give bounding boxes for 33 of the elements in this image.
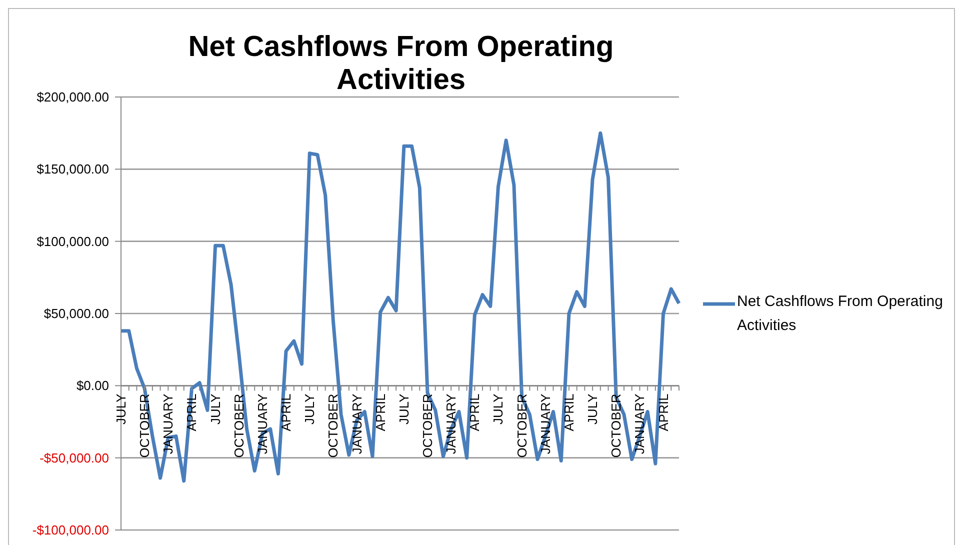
x-tick-label: JULY xyxy=(114,393,128,424)
y-tick-label: $150,000.00 xyxy=(36,162,109,177)
x-tick-label: OCTOBER xyxy=(137,394,152,458)
y-tick-label: -$50,000.00 xyxy=(40,450,109,466)
legend-label: Net Cashflows From Operating Activities xyxy=(737,292,944,336)
x-tick-label: JULY xyxy=(302,393,318,424)
x-tick-label: APRIL xyxy=(372,394,388,432)
x-tick-label: APRIL xyxy=(278,394,294,432)
x-tick-label: APRIL xyxy=(561,394,576,432)
x-tick-label: OCTOBER xyxy=(231,394,246,458)
x-tick-label: OCTOBER xyxy=(608,394,624,458)
y-tick-label: $0.00 xyxy=(76,378,109,394)
y-tick-label: $50,000.00 xyxy=(44,306,109,321)
x-tick-label: OCTOBER xyxy=(420,394,436,458)
y-tick-label: -$100,000.00 xyxy=(32,522,109,538)
x-tick-label: JULY xyxy=(585,393,600,424)
x-tick-label: APRIL xyxy=(656,394,671,432)
x-tick-label: APRIL xyxy=(467,394,482,432)
y-tick-label: $200,000.00 xyxy=(36,90,109,104)
x-tick-label: JANUARY xyxy=(160,393,176,454)
x-tick-label: OCTOBER xyxy=(326,394,341,458)
x-tick-label: JULY xyxy=(490,393,506,424)
x-tick-label: OCTOBER xyxy=(514,394,530,458)
x-tick-label: JANUARY xyxy=(444,393,459,454)
x-tick-label: APRIL xyxy=(184,394,200,432)
chart-title: Net Cashflows From Operating Activities xyxy=(187,31,615,97)
x-tick-label: JULY xyxy=(396,393,412,424)
y-tick-label: $100,000.00 xyxy=(36,234,109,249)
x-tick-label: JULY xyxy=(208,393,223,424)
x-tick-label: JANUARY xyxy=(538,393,553,454)
x-tick-label: JANUARY xyxy=(632,393,648,454)
x-tick-label: JANUARY xyxy=(254,393,270,454)
x-tick-label: JANUARY xyxy=(349,393,364,454)
